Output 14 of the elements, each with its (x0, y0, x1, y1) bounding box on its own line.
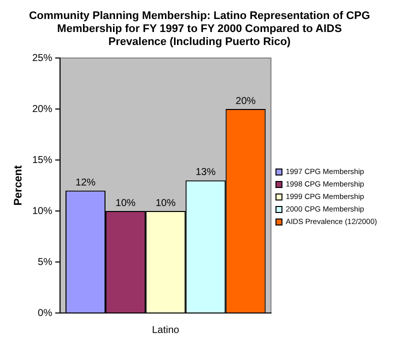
data-label: 10% (156, 198, 176, 209)
data-label: 10% (116, 198, 136, 209)
data-label: 13% (196, 167, 216, 178)
y-tick-label: 0% (38, 308, 52, 319)
y-tick-label: 15% (32, 154, 52, 166)
y-tick-label: 10% (32, 206, 52, 217)
y-tick-label: 5% (38, 256, 52, 268)
data-label: 12% (75, 177, 96, 188)
y-tick-label: 20% (32, 104, 52, 115)
y-axis-title: Percent (12, 164, 25, 206)
y-tick-label: 25% (32, 52, 52, 64)
x-tick-label: Latino (152, 324, 180, 336)
chart-title: Community Planning Membership: Latino Representation of CPG Membership for FY 1997 to FY 2000 Compared to AIDS Prevalence (Including Puerto Rico) (28, 9, 372, 49)
data-label: 20% (236, 96, 256, 107)
